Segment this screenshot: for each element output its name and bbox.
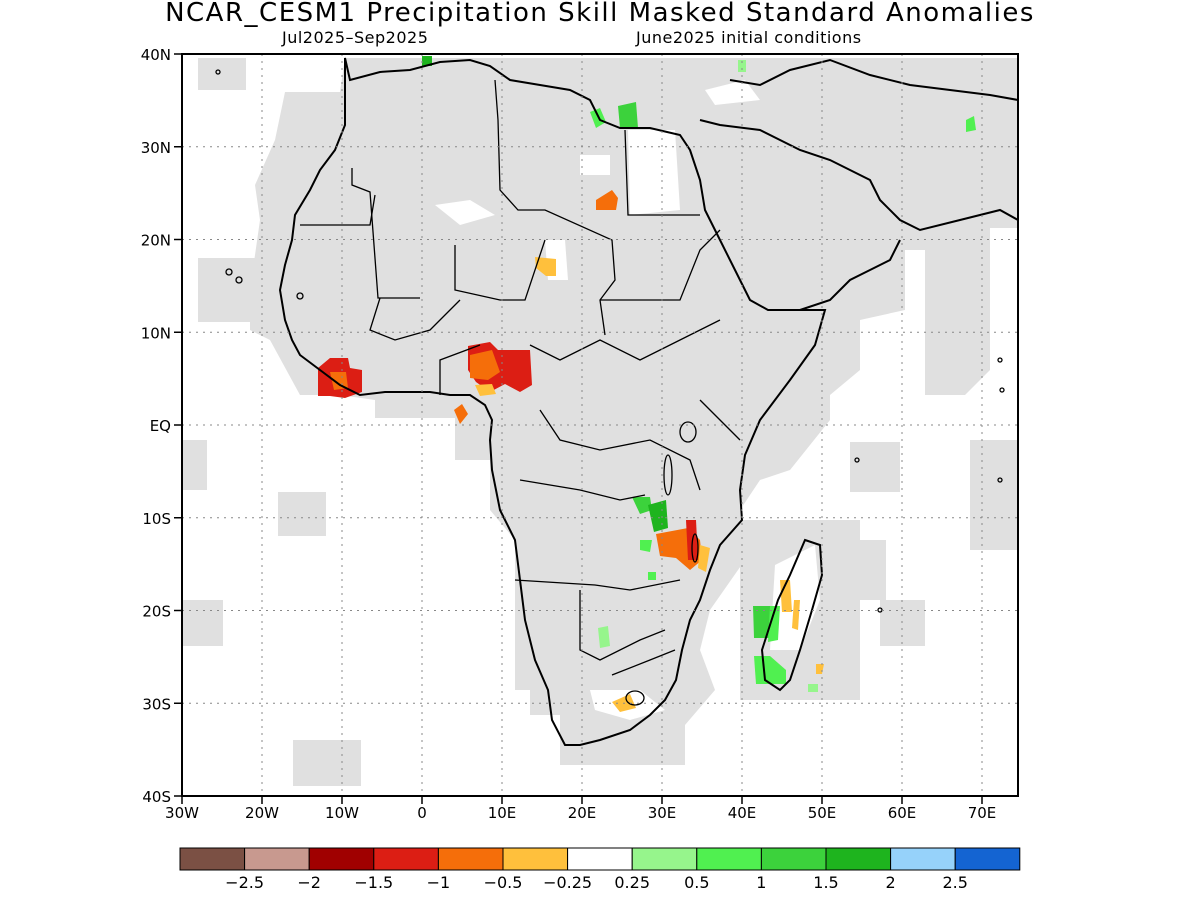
map-title: NCAR_CESM1 Precipitation Skill Masked St… (165, 0, 1035, 28)
colorbar-label: −0.25 (543, 873, 592, 892)
colorbar-swatch (890, 847, 956, 871)
colorbar-swatch (954, 847, 1021, 871)
colorbar-swatch (437, 847, 504, 871)
coastlines (278, 57, 1018, 746)
colorbar-swatch (567, 847, 633, 871)
colorbar-swatch (825, 847, 892, 871)
lat-tick-label: 40S (142, 788, 171, 806)
lon-tick-label: 0 (417, 804, 427, 822)
masked-gray-regions (183, 58, 1018, 786)
colorbar-label: −0.5 (484, 873, 523, 892)
colorbar-swatch (502, 847, 569, 871)
country-borders (300, 79, 741, 676)
anomaly-patches (318, 56, 976, 712)
colorbar-swatch (179, 847, 246, 871)
initial-conditions-label: June2025 initial conditions (636, 28, 862, 47)
lat-tick-label: 30S (142, 695, 171, 713)
lon-tick-label: 20E (568, 804, 597, 822)
lon-tick-label: 40E (728, 804, 757, 822)
lat-tick-label: 40N (141, 46, 171, 64)
lon-tick-label: 10E (488, 804, 517, 822)
lon-tick-label: 50E (808, 804, 837, 822)
lon-tick-label: 20W (245, 804, 279, 822)
axis-ticks: 30W 20W 10W 0 10E 20E 30E 40E 50E 60E 70E 40N 30N 20N… (141, 46, 997, 822)
lon-tick-label: 30W (165, 804, 199, 822)
colorbar-label: 1.5 (813, 873, 838, 892)
colorbar-label: 2 (886, 873, 896, 892)
lat-tick-label: 20N (141, 232, 171, 250)
lat-tick-label: 30N (141, 139, 171, 157)
colorbar-label: 2.5 (942, 873, 967, 892)
lon-tick-label: 30E (648, 804, 677, 822)
colorbar-swatch (244, 847, 310, 871)
colorbar-swatch (631, 847, 698, 871)
lakes-islands (215, 69, 1005, 706)
season-label: Jul2025–Sep2025 (282, 28, 429, 47)
colorbar-swatch (696, 847, 762, 871)
colorbar-swatch (760, 847, 827, 871)
lon-tick-label: 60E (888, 804, 917, 822)
colorbar-label: −1.5 (354, 873, 393, 892)
lat-tick-label: 20S (142, 603, 171, 621)
lon-tick-label: 70E (968, 804, 997, 822)
colorbar-label: −1 (427, 873, 451, 892)
colorbar-labels: −2.5 −2 −1.5 −1 −0.5 −0.25 0.25 0.5 1 1.5 2 2.5 (225, 873, 968, 892)
colorbar-label: 0.25 (614, 873, 650, 892)
colorbar-boxes (179, 847, 1021, 871)
colorbar-label: 1 (756, 873, 766, 892)
map-gridlines (182, 54, 1018, 796)
colorbar-swatch (373, 847, 439, 871)
colorbar-swatch (308, 847, 375, 871)
colorbar-label: 0.5 (684, 873, 709, 892)
lat-tick-label: 10S (142, 510, 171, 528)
lat-tick-label: EQ (150, 417, 171, 435)
lat-tick-label: 10N (141, 324, 171, 342)
colorbar-label: −2.5 (225, 873, 264, 892)
colorbar-label: −2 (297, 873, 321, 892)
lon-tick-label: 10W (325, 804, 359, 822)
